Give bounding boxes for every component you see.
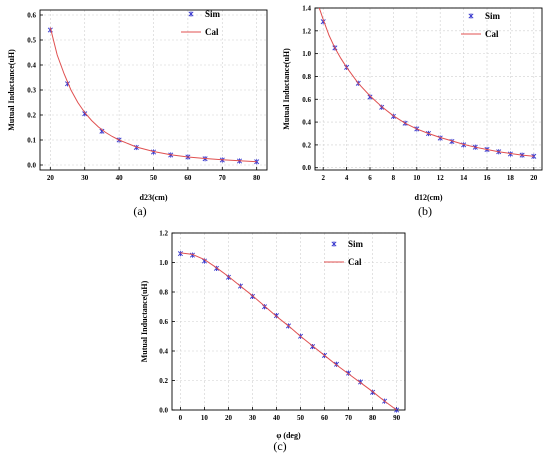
chart-panel-a: 20 30 40 50 60 70 80 0.0 0.1 0.2 0.3 0.4 0.5 0.6 d23(c… [7,9,268,218]
x-tick-label: 6 [368,174,372,182]
x-tick-label: 30 [81,174,89,182]
chart-panel-b: 2 4 6 8 10 12 14 16 18 20 0.0 0.2 0.4 0.6 0.8 1.0 1.2 1.4… [282,5,543,218]
x-tick-label: 8 [392,174,396,182]
legend-marker-sim [188,11,194,17]
x-tick-label: 18 [507,174,515,182]
series-line-cal [180,252,397,410]
legend-label-sim: Sim [205,9,221,19]
x-tick-label: 40 [273,414,281,422]
data-point-sim [189,252,195,258]
y-tick-label: 0.0 [302,164,311,172]
x-tick-label: 10 [201,414,209,422]
y-axis-title: Mutual Inductance(uH) [140,280,149,362]
y-tick-label: 0.2 [159,377,168,385]
x-tick-label: 60 [321,414,329,422]
x-tick-label: 4 [345,174,349,182]
x-tick-label: 40 [116,174,124,182]
y-tick-label: 1.4 [302,5,311,13]
y-tick-label: 0.0 [27,162,36,170]
panel-label: (b) [418,204,432,218]
y-tick-label: 1.2 [302,27,311,35]
x-axis-title: d12(cm) [415,193,443,202]
x-tick-label: 80 [369,414,377,422]
x-axis-title: φ (deg) [276,431,301,440]
y-tick-label: 0.6 [27,12,36,20]
chart-panel-c: 0 10 20 30 40 50 60 70 80 90 0.0 0.2 0.4 0.6 0.8 1.0 1.2… [140,230,406,453]
y-tick-label: 1.0 [302,50,311,58]
x-axis-title: d23(cm) [140,193,168,202]
x-tick-label: 50 [297,414,305,422]
series-line-cal [318,8,534,157]
x-tick-label: 14 [460,174,468,182]
y-tick-label: 0.8 [302,73,311,81]
panel-label: (c) [273,439,286,453]
legend: Sim Cal [461,11,501,39]
x-tick-label: 30 [249,414,257,422]
y-axis-title: Mutual Inductance(uH) [7,49,16,131]
panel-label: (a) [133,204,146,218]
x-tick-label: 20 [47,174,55,182]
y-tick-label: 1.2 [159,230,168,238]
x-tick-label: 16 [484,174,492,182]
legend-label-cal: Cal [205,27,219,37]
legend-label-sim: Sim [485,11,501,21]
y-tick-label: 0.6 [302,96,311,104]
x-tick-label: 2 [321,174,325,182]
x-tick-label: 70 [345,414,353,422]
data-point-sim [177,251,183,257]
legend: Sim Cal [324,239,364,267]
x-tick-label: 20 [225,414,233,422]
x-tick-label: 20 [530,174,538,182]
x-tick-label: 90 [393,414,401,422]
y-tick-label: 1.0 [159,259,168,267]
y-tick-label: 0.2 [27,112,36,120]
y-axis-title: Mutual Inductance(uH) [282,48,291,130]
x-tick-label: 70 [219,174,227,182]
x-tick-label: 0 [179,414,183,422]
legend-label-cal: Cal [485,29,499,39]
legend-marker-sim [331,241,337,247]
plot-frame [314,7,543,171]
legend-label-cal: Cal [348,257,362,267]
y-tick-label: 0.6 [159,318,168,326]
legend: Sim Cal [181,9,221,37]
legend-marker-sim [468,13,474,19]
y-tick-label: 0.8 [159,289,168,297]
y-tick-label: 0.4 [302,119,311,127]
y-tick-label: 0.1 [27,137,36,145]
x-tick-label: 80 [253,174,261,182]
y-tick-label: 0.4 [27,62,36,70]
x-tick-label: 50 [150,174,158,182]
y-tick-label: 0.0 [159,407,168,415]
x-tick-label: 12 [437,174,445,182]
y-tick-label: 0.4 [159,348,168,356]
y-tick-label: 0.5 [27,37,36,45]
data-point-sim [254,159,260,165]
y-tick-label: 0.2 [302,141,311,149]
data-point-sim [507,151,513,157]
legend-label-sim: Sim [348,239,364,249]
x-tick-label: 10 [413,174,421,182]
series-line-cal [49,27,257,163]
y-tick-label: 0.3 [27,87,36,95]
x-tick-label: 60 [184,174,192,182]
